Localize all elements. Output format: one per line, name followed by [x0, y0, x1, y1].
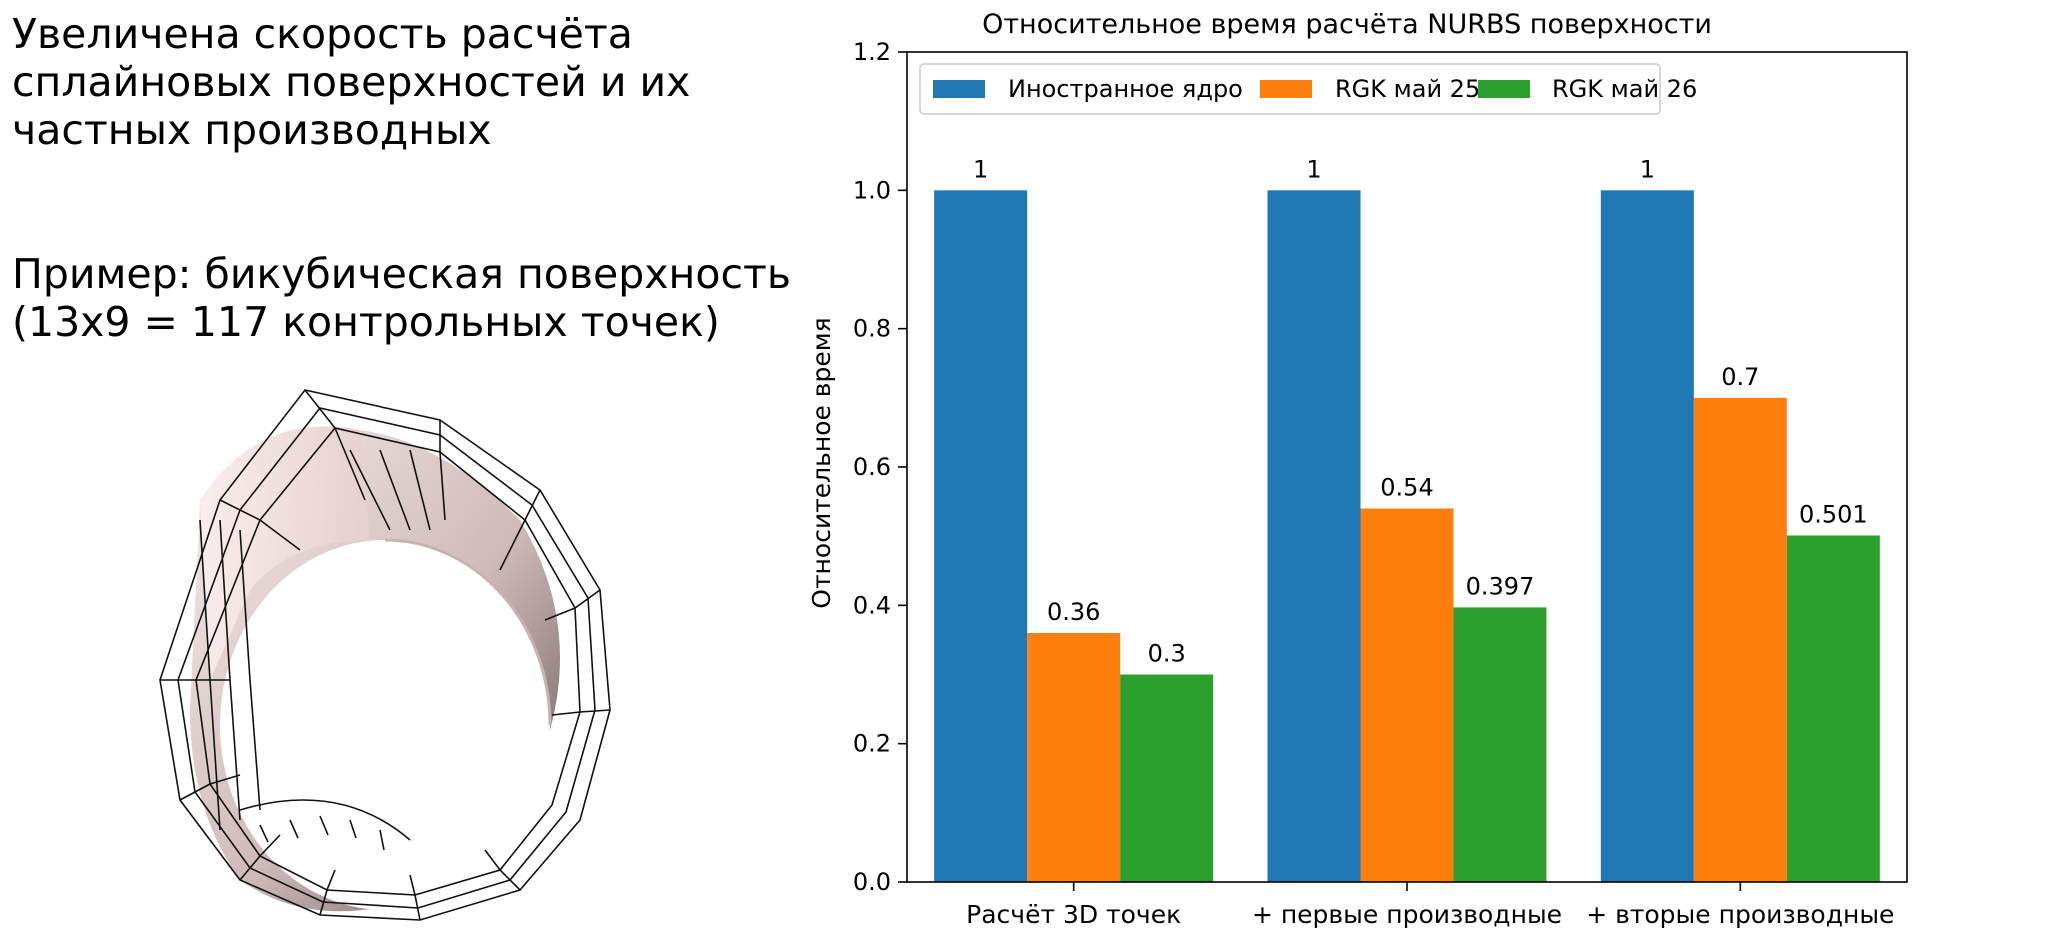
- legend-swatch-rgk-may-25: [1260, 80, 1312, 98]
- x-tick-label: + первые производные: [1252, 900, 1562, 929]
- bar: [1693, 397, 1787, 882]
- bar: [1027, 633, 1121, 882]
- bar: [1600, 190, 1694, 883]
- bar-value-label: 0.3: [1148, 640, 1186, 668]
- bar-value-label: 1: [973, 155, 988, 183]
- bar-value-label: 0.7: [1721, 363, 1759, 391]
- y-tick-label: 0.2: [853, 730, 891, 758]
- headline: Увеличена скорость расчёта сплайновых по…: [12, 10, 792, 154]
- y-tick-label: 1.2: [853, 38, 891, 66]
- x-tick-label: + вторые производные: [1586, 900, 1894, 929]
- bar-value-label: 1: [1640, 155, 1655, 183]
- bar: [1786, 535, 1880, 882]
- plot-frame: [906, 51, 1908, 883]
- control-net-wireframe: [159, 389, 611, 921]
- legend-swatch-rgk-may-26: [1478, 80, 1530, 98]
- bar: [1120, 674, 1214, 882]
- headline-line: сплайновых поверхностей и их: [12, 58, 691, 106]
- legend-label-rgk-may-26: RGK май 26: [1552, 75, 1697, 103]
- legend-label-foreign-kernel: Иностранное ядро: [1008, 75, 1243, 103]
- surface-opening: [220, 540, 550, 910]
- chart-title: Относительное время расчёта NURBS поверх…: [982, 9, 1712, 40]
- example-line: (13x9 = 117 контрольных точек): [12, 298, 720, 346]
- bar-value-label: 0.54: [1380, 474, 1433, 502]
- legend: Иностранное ядро RGK май 25 RGK май 26: [919, 63, 1697, 115]
- legend-swatch-foreign-kernel: [933, 80, 985, 98]
- bar: [1360, 508, 1454, 882]
- legend-label-rgk-may-25: RGK май 25: [1335, 75, 1480, 103]
- y-tick-label: 0.6: [853, 453, 891, 481]
- bar-value-label: 1: [1306, 155, 1321, 183]
- bar-value-label: 0.36: [1047, 598, 1100, 626]
- opening-rim: [384, 538, 552, 726]
- bar: [934, 190, 1028, 883]
- headline-line: частных производных: [12, 106, 492, 154]
- bar-value-label: 0.501: [1799, 500, 1868, 528]
- example-line: Пример: бикубическая поверхность: [12, 250, 792, 298]
- y-tick-label: 1.0: [853, 176, 891, 204]
- bar: [1453, 607, 1547, 882]
- plot-area: 0.0 0.2 0.4 0.6 0.8 1.0 1.2 Расчёт 3D точек 1 0.3…: [853, 38, 1895, 929]
- surface-band: [200, 426, 370, 680]
- headline-line: Увеличена скорость расчёта: [12, 10, 633, 58]
- y-tick-label: 0.4: [853, 591, 891, 619]
- y-tick-label: 0.0: [853, 868, 891, 896]
- bar: [1267, 190, 1361, 883]
- bar-chart: Относительное время расчёта NURBS поверх…: [807, 9, 1908, 929]
- bar-value-label: 0.397: [1466, 572, 1535, 600]
- bicubic-surface-illustration: [159, 389, 611, 921]
- x-tick-label: Расчёт 3D точек: [966, 900, 1181, 929]
- y-axis-label: Относительное время: [807, 317, 836, 608]
- example-caption: Пример: бикубическая поверхность (13x9 =…: [12, 250, 812, 346]
- y-tick-label: 0.8: [853, 315, 891, 343]
